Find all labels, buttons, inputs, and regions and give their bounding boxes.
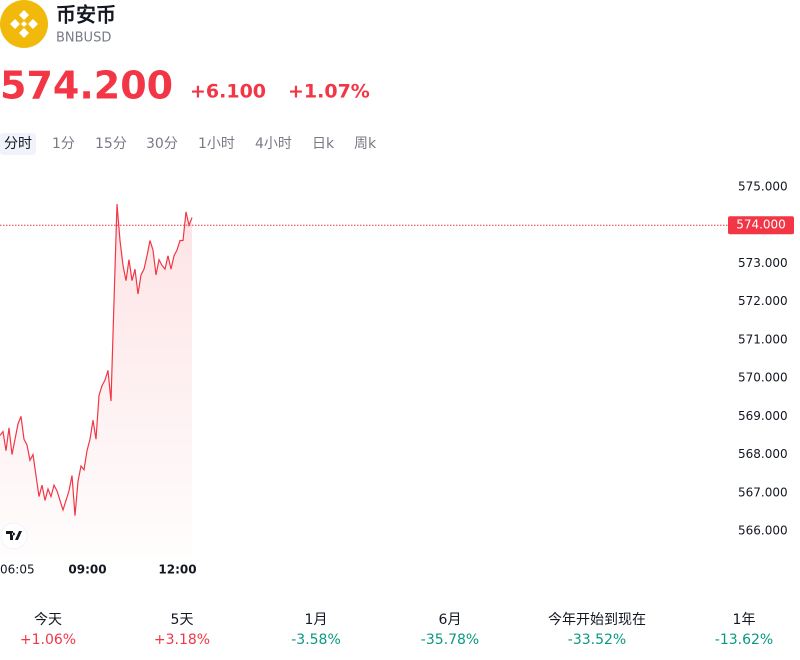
x-tick-label: 09:00 bbox=[68, 563, 106, 577]
period-change[interactable]: -3.58% bbox=[291, 632, 341, 648]
performance-item[interactable]: 6月 -35.78% bbox=[421, 612, 479, 648]
price: 574.200 bbox=[0, 64, 173, 108]
tab-label[interactable]: 4小时 bbox=[255, 136, 292, 152]
tab-label[interactable]: 15分 bbox=[95, 136, 127, 152]
change: +6.100 bbox=[190, 81, 266, 103]
period[interactable]: 1月 bbox=[305, 612, 328, 628]
y-tick-label: 572.000 bbox=[738, 294, 788, 308]
interval-tab[interactable]: 分时 bbox=[0, 133, 36, 155]
tab-label[interactable]: 1分 bbox=[52, 136, 75, 152]
performance-item[interactable]: 今年开始到现在 -33.52% bbox=[548, 612, 646, 648]
interval-tabs: 分时 1分 15分 30分 1小时 4小时 日k 周k bbox=[0, 133, 377, 155]
logo bbox=[0, 0, 48, 48]
last-price-tag bbox=[728, 216, 794, 235]
price-line bbox=[0, 204, 193, 516]
tab-label[interactable]: 日k bbox=[312, 136, 335, 152]
period[interactable]: 5天 bbox=[171, 612, 194, 628]
period-change[interactable]: -33.52% bbox=[568, 632, 626, 648]
price-area bbox=[0, 204, 192, 560]
performance-item[interactable]: 1月 -3.58% bbox=[291, 612, 341, 648]
period-change[interactable]: -35.78% bbox=[421, 632, 479, 648]
interval-tab[interactable]: 4小时 bbox=[255, 136, 292, 152]
interval-tab[interactable]: 30分 bbox=[146, 136, 178, 152]
tv-logo bbox=[0, 522, 28, 550]
tab-label[interactable]: 1小时 bbox=[198, 136, 235, 152]
x-tick-label: 12:00 bbox=[158, 563, 196, 577]
performance-item[interactable]: 1年 -13.62% bbox=[715, 612, 773, 648]
period[interactable]: 今天 bbox=[34, 612, 62, 628]
y-tick-label: 575.000 bbox=[738, 180, 788, 194]
period[interactable]: 1年 bbox=[733, 612, 756, 628]
y-tick-label: 571.000 bbox=[738, 332, 788, 346]
tab-active-bg bbox=[0, 133, 36, 155]
tab-label[interactable]: 周k bbox=[354, 136, 377, 152]
performance-item[interactable]: 今天 +1.06% bbox=[20, 612, 76, 648]
y-tick-label: 570.000 bbox=[738, 371, 788, 385]
y-tick-label: 568.000 bbox=[738, 447, 788, 461]
interval-tab[interactable]: 1小时 bbox=[198, 136, 235, 152]
interval-tab[interactable]: 周k bbox=[354, 136, 377, 152]
period-change[interactable]: +1.06% bbox=[20, 632, 76, 648]
title: 币安币 bbox=[56, 3, 116, 27]
symbol: BNBUSD bbox=[56, 31, 111, 46]
y-tick-label: 573.000 bbox=[738, 256, 788, 270]
interval-tab[interactable]: 日k bbox=[312, 136, 335, 152]
change-percent: +1.07% bbox=[288, 81, 370, 103]
period[interactable]: 6月 bbox=[439, 612, 462, 628]
interval-tab[interactable]: 15分 bbox=[95, 136, 127, 152]
chart: 566.000 567.000 568.000 569.000 570.000 571.0… bbox=[0, 180, 794, 577]
y-tick-label: 569.000 bbox=[738, 409, 788, 423]
period-change[interactable]: -13.62% bbox=[715, 632, 773, 648]
y-tick-label: 566.000 bbox=[738, 524, 788, 538]
y-tick-label: 567.000 bbox=[738, 485, 788, 499]
x-tick-label: 06:05 bbox=[0, 563, 35, 577]
period[interactable]: 今年开始到现在 bbox=[548, 612, 646, 628]
period-change[interactable]: +3.18% bbox=[154, 632, 210, 648]
tab-label[interactable]: 30分 bbox=[146, 136, 178, 152]
performance-item[interactable]: 5天 +3.18% bbox=[154, 612, 210, 648]
tab-label[interactable]: 分时 bbox=[4, 136, 32, 152]
last-price-label: 574.000 bbox=[736, 218, 786, 232]
interval-tab[interactable]: 1分 bbox=[52, 136, 75, 152]
performance: 今天 +1.06% 5天 +3.18% 1月 -3.58% 6月 -35.78% 今年开始到现在… bbox=[20, 612, 773, 648]
